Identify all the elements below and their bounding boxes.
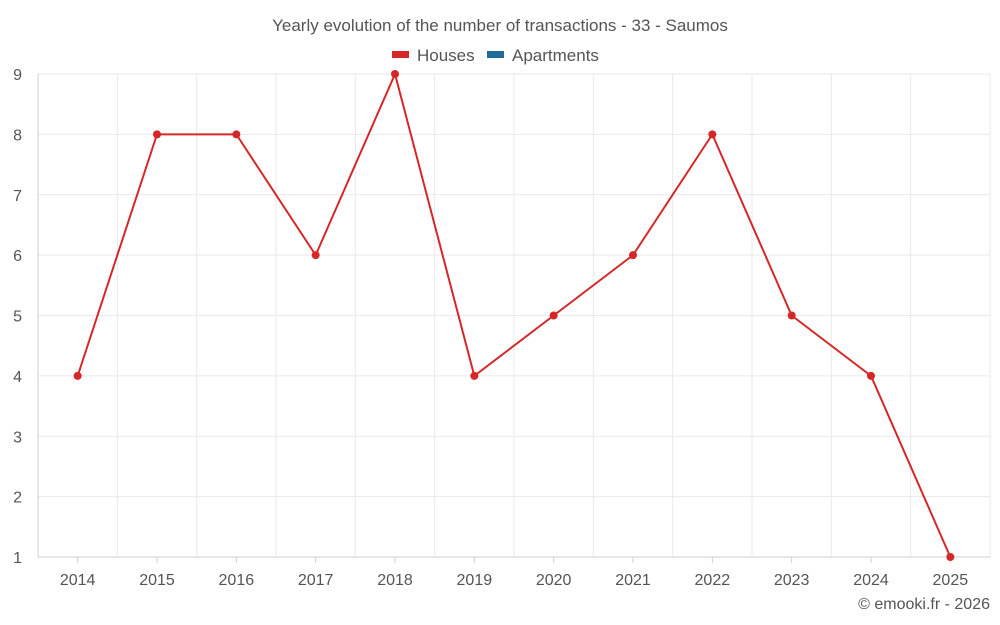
y-tick-label-4: 4 [13, 369, 22, 386]
x-tick-label-2022: 2022 [695, 572, 731, 589]
y-tick-label-3: 3 [13, 429, 22, 446]
x-tick-label-2023: 2023 [774, 572, 810, 589]
data-point-houses-2016[interactable] [232, 130, 241, 139]
x-tick-label-2024: 2024 [853, 572, 889, 589]
axes [37, 74, 990, 558]
chart-title: Yearly evolution of the number of transa… [272, 16, 728, 35]
legend: Houses Apartments [392, 46, 599, 65]
grid [37, 73, 991, 557]
legend-swatch-houses [392, 51, 409, 58]
x-tick-label-2021: 2021 [615, 572, 651, 589]
legend-item-apartments[interactable]: Apartments [487, 46, 599, 65]
x-tick-label-2025: 2025 [933, 572, 969, 589]
x-tick-label-2016: 2016 [219, 572, 255, 589]
credit-text: © emooki.fr - 2026 [858, 596, 990, 613]
x-tick-label-2020: 2020 [536, 572, 572, 589]
y-tick-label-6: 6 [13, 248, 22, 265]
x-tick-label-2019: 2019 [457, 572, 493, 589]
y-tick-label-5: 5 [13, 309, 22, 326]
data-point-houses-2022[interactable] [708, 130, 717, 139]
legend-label-apartments: Apartments [512, 46, 599, 65]
data-point-houses-2020[interactable] [549, 311, 558, 320]
legend-label-houses: Houses [417, 46, 475, 65]
data-point-houses-2021[interactable] [629, 251, 637, 260]
data-point-houses-2014[interactable] [73, 371, 82, 380]
y-tick-label-7: 7 [13, 188, 22, 205]
data-point-houses-2025[interactable] [946, 553, 955, 561]
x-tick-label-2018: 2018 [377, 572, 413, 589]
legend-swatch-apartments [487, 51, 504, 58]
data-point-houses-2024[interactable] [867, 371, 875, 380]
y-tick-label-1: 1 [13, 550, 22, 567]
x-tick-label-2015: 2015 [139, 572, 175, 589]
y-axis-ticks: 1 2 3 4 5 6 7 8 9 [13, 67, 22, 567]
x-tick-label-2017: 2017 [298, 572, 334, 589]
data-point-houses-2023[interactable] [787, 311, 796, 320]
series-line-houses [76, 73, 952, 558]
y-tick-label-9: 9 [13, 67, 22, 84]
data-point-houses-2015[interactable] [153, 130, 161, 139]
data-point-houses-2017[interactable] [311, 251, 320, 260]
x-tick-label-2014: 2014 [60, 572, 96, 589]
x-axis-ticks: 2014 2015 2016 2017 2018 2019 2020 2021 2022 2023… [60, 557, 968, 589]
series-houses [73, 70, 955, 561]
data-point-houses-2019[interactable] [470, 371, 479, 380]
y-tick-label-8: 8 [13, 127, 22, 144]
data-point-houses-2018[interactable] [391, 70, 399, 78]
y-tick-label-2: 2 [13, 490, 22, 507]
legend-item-houses[interactable]: Houses [392, 46, 475, 65]
